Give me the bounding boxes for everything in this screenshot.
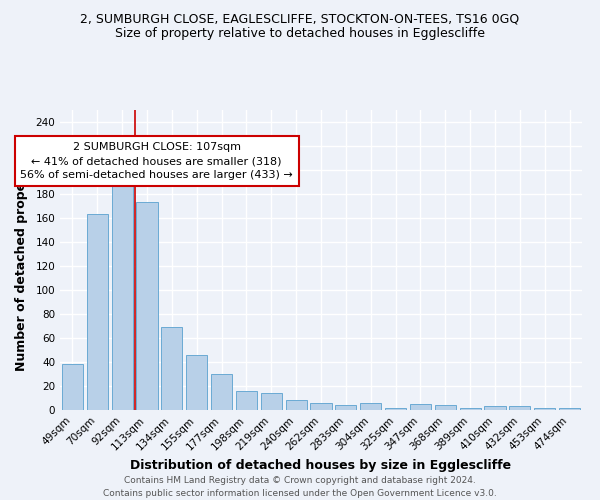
Bar [410, 404, 431, 410]
Bar [186, 355, 207, 410]
Y-axis label: Number of detached properties: Number of detached properties [16, 150, 28, 370]
Bar [211, 374, 232, 410]
Bar [460, 408, 481, 410]
Bar [509, 406, 530, 410]
Bar [435, 405, 456, 410]
Text: 2, SUMBURGH CLOSE, EAGLESCLIFFE, STOCKTON-ON-TEES, TS16 0GQ: 2, SUMBURGH CLOSE, EAGLESCLIFFE, STOCKTO… [80, 12, 520, 26]
Bar [236, 391, 257, 410]
Bar [161, 327, 182, 410]
Bar [385, 408, 406, 410]
Bar [360, 403, 381, 410]
Bar [559, 408, 580, 410]
Text: Size of property relative to detached houses in Egglescliffe: Size of property relative to detached ho… [115, 28, 485, 40]
Text: 2 SUMBURGH CLOSE: 107sqm
← 41% of detached houses are smaller (318)
56% of semi-: 2 SUMBURGH CLOSE: 107sqm ← 41% of detach… [20, 142, 293, 180]
Bar [62, 364, 83, 410]
Bar [484, 406, 506, 410]
Bar [136, 202, 158, 410]
Bar [310, 403, 332, 410]
Bar [261, 393, 282, 410]
X-axis label: Distribution of detached houses by size in Egglescliffe: Distribution of detached houses by size … [130, 458, 512, 471]
Text: Contains HM Land Registry data © Crown copyright and database right 2024.
Contai: Contains HM Land Registry data © Crown c… [103, 476, 497, 498]
Bar [87, 214, 108, 410]
Bar [335, 405, 356, 410]
Bar [112, 178, 133, 410]
Bar [286, 400, 307, 410]
Bar [534, 408, 555, 410]
